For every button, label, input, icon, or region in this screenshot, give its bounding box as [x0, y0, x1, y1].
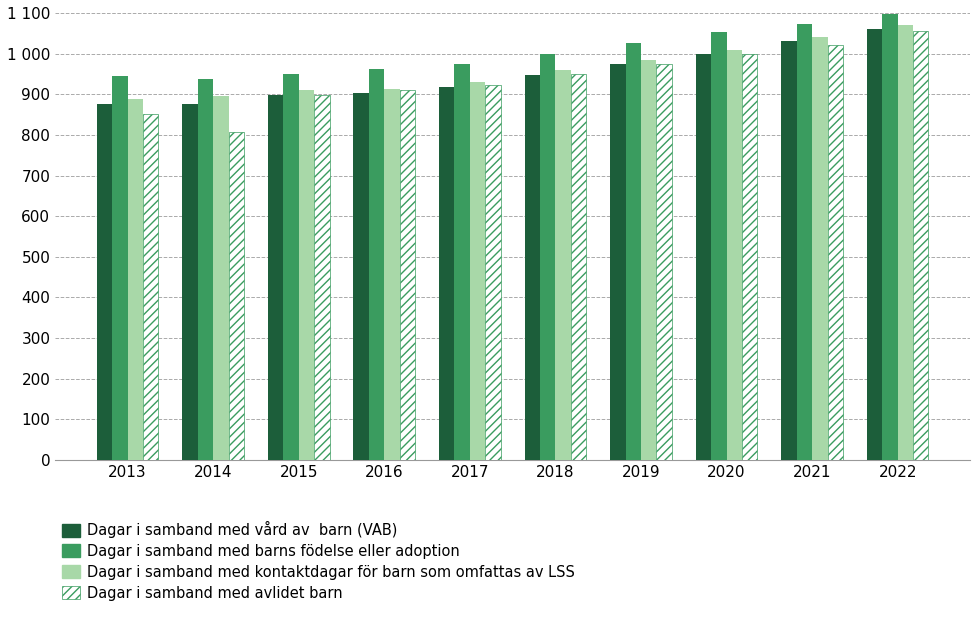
Bar — [828, 45, 843, 460]
Bar — [369, 69, 384, 460]
Bar — [742, 54, 757, 460]
Bar — [439, 87, 454, 460]
Bar — [867, 29, 882, 460]
Bar — [657, 64, 672, 460]
Bar — [540, 54, 555, 460]
Bar — [486, 85, 500, 460]
Bar — [782, 42, 796, 460]
Bar — [112, 76, 128, 460]
Bar — [197, 79, 213, 460]
Bar — [97, 104, 112, 460]
Bar — [555, 70, 571, 460]
Bar — [143, 114, 158, 460]
Bar — [571, 74, 586, 460]
Bar — [283, 74, 299, 460]
Bar — [128, 99, 143, 460]
Bar — [354, 93, 369, 460]
Bar — [611, 64, 625, 460]
Bar — [384, 89, 400, 460]
Bar — [898, 25, 913, 460]
Bar — [314, 95, 329, 460]
Bar — [913, 31, 928, 460]
Legend: Dagar i samband med vård av  barn (VAB), Dagar i samband med barns födelse eller: Dagar i samband med vård av barn (VAB), … — [63, 521, 575, 601]
Bar — [711, 33, 727, 460]
Bar — [400, 90, 415, 460]
Bar — [796, 24, 812, 460]
Bar — [470, 82, 486, 460]
Bar — [525, 75, 540, 460]
Bar — [454, 64, 470, 460]
Bar — [882, 14, 898, 460]
Bar — [812, 36, 828, 460]
Bar — [641, 59, 657, 460]
Bar — [299, 90, 314, 460]
Bar — [183, 104, 197, 460]
Bar — [727, 50, 742, 460]
Bar — [229, 132, 244, 460]
Bar — [213, 96, 229, 460]
Bar — [268, 95, 283, 460]
Bar — [696, 54, 711, 460]
Bar — [625, 43, 641, 460]
